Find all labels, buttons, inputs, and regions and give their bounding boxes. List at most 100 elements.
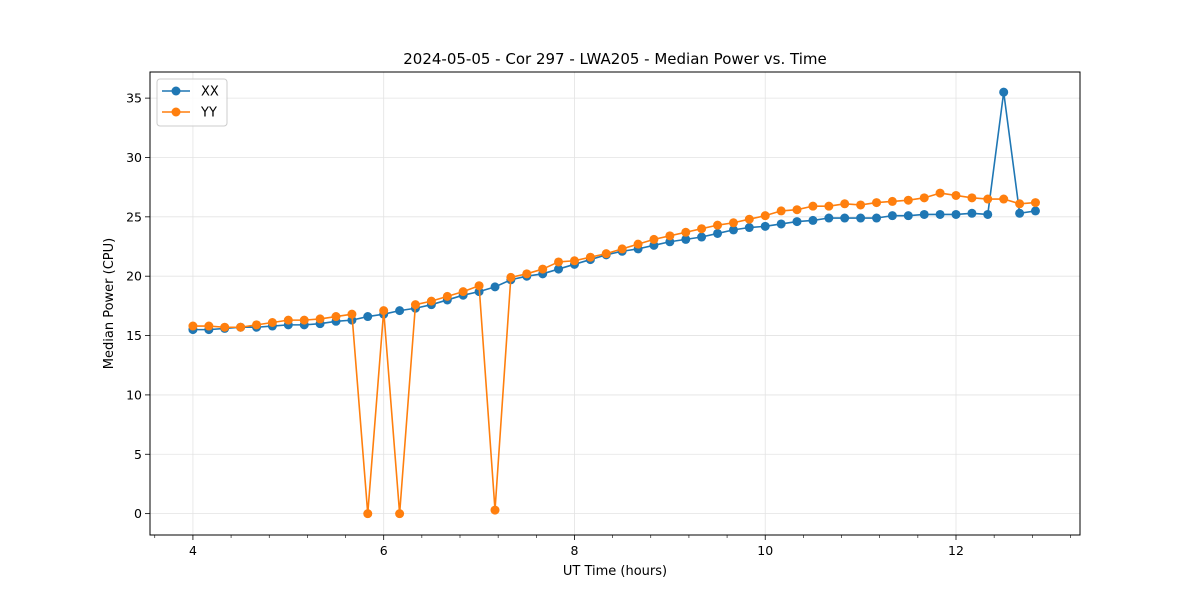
- data-point-yy: [315, 314, 325, 324]
- data-point-yy: [697, 224, 707, 234]
- y-axis-label: Median Power (CPU): [102, 238, 117, 369]
- data-point-yy: [506, 272, 516, 282]
- data-point-yy: [1015, 199, 1025, 209]
- data-point-xx: [760, 221, 770, 231]
- data-point-yy: [824, 201, 834, 211]
- legend-marker-xx: [171, 86, 181, 96]
- data-point-yy: [744, 214, 754, 224]
- data-point-yy: [776, 206, 786, 216]
- data-point-yy: [872, 198, 882, 208]
- data-point-yy: [856, 200, 866, 210]
- data-point-yy: [252, 320, 262, 330]
- data-point-yy: [617, 244, 627, 254]
- data-point-xx: [1015, 208, 1025, 218]
- legend-label-xx: XX: [201, 85, 219, 100]
- data-point-yy: [681, 227, 691, 237]
- data-point-xx: [856, 213, 866, 223]
- data-point-xx: [808, 215, 818, 225]
- plot-frame: [149, 71, 1081, 536]
- data-point-xx: [967, 208, 977, 218]
- data-point-yy: [840, 199, 850, 209]
- legend: XX YY: [156, 78, 228, 127]
- data-point-yy: [585, 252, 595, 262]
- legend-label-yy: YY: [200, 106, 217, 121]
- y-tick-label: 30: [126, 150, 142, 165]
- data-point-yy: [633, 239, 643, 249]
- x-tick-label: 10: [757, 543, 773, 558]
- axis-ticks: 4 6 8 10 12 0 5 10 15 20 25 30 35: [126, 91, 1071, 558]
- data-point-yy: [188, 321, 198, 331]
- data-point-yy: [283, 315, 293, 325]
- data-point-yy: [538, 264, 548, 274]
- data-point-yy: [442, 291, 452, 301]
- data-point-yy: [410, 300, 420, 310]
- data-point-xx: [792, 217, 802, 227]
- data-point-yy: [649, 234, 659, 244]
- data-point-yy: [983, 194, 993, 204]
- y-tick-label: 20: [126, 269, 142, 284]
- x-tick-label: 8: [570, 543, 578, 558]
- data-point-yy: [458, 287, 468, 297]
- data-point-xx: [713, 228, 723, 238]
- data-point-xx: [935, 209, 945, 219]
- data-point-yy: [490, 505, 500, 515]
- data-point-yy: [220, 322, 230, 332]
- data-point-yy: [395, 509, 405, 519]
- data-point-xx: [999, 87, 1009, 97]
- data-point-yy: [426, 296, 436, 306]
- data-point-yy: [569, 256, 579, 266]
- data-point-yy: [728, 218, 738, 228]
- data-point-xx: [744, 223, 754, 233]
- data-point-xx: [840, 213, 850, 223]
- data-point-yy: [792, 205, 802, 215]
- data-point-yy: [1030, 198, 1040, 208]
- data-point-yy: [713, 220, 723, 230]
- data-point-yy: [951, 190, 961, 200]
- data-point-xx: [554, 264, 564, 274]
- data-point-yy: [363, 509, 373, 519]
- data-point-yy: [935, 188, 945, 198]
- data-point-yy: [522, 269, 532, 279]
- data-point-yy: [379, 306, 389, 316]
- series-yy: [188, 188, 1040, 519]
- chart-title: 2024-05-05 - Cor 297 - LWA205 - Median P…: [403, 50, 827, 68]
- data-point-xx: [983, 209, 993, 219]
- y-tick-label: 15: [126, 328, 142, 343]
- data-point-yy: [347, 309, 357, 319]
- data-point-yy: [919, 193, 929, 203]
- data-point-xx: [363, 312, 373, 322]
- y-tick-label: 0: [134, 506, 142, 521]
- data-point-yy: [665, 231, 675, 241]
- legend-marker-yy: [171, 107, 181, 117]
- data-point-xx: [681, 234, 691, 244]
- y-tick-label: 5: [134, 447, 142, 462]
- x-axis-label: UT Time (hours): [563, 564, 667, 579]
- data-point-xx: [1030, 206, 1040, 216]
- data-point-xx: [824, 213, 834, 223]
- x-tick-label: 12: [948, 543, 964, 558]
- y-tick-label: 10: [126, 387, 142, 402]
- series-layer: [188, 87, 1040, 519]
- data-point-xx: [872, 213, 882, 223]
- data-point-yy: [903, 195, 913, 205]
- data-point-xx: [697, 232, 707, 242]
- data-point-yy: [554, 257, 564, 267]
- data-point-yy: [601, 249, 611, 259]
- data-point-xx: [728, 225, 738, 235]
- y-tick-label: 35: [126, 91, 142, 106]
- data-point-xx: [887, 211, 897, 221]
- x-tick-label: 4: [189, 543, 197, 558]
- data-point-xx: [490, 282, 500, 292]
- data-point-xx: [919, 209, 929, 219]
- data-point-yy: [204, 321, 214, 331]
- data-point-yy: [808, 201, 818, 211]
- data-point-yy: [331, 312, 341, 322]
- data-point-yy: [236, 322, 246, 332]
- x-tick-label: 6: [380, 543, 388, 558]
- data-point-yy: [267, 317, 277, 327]
- data-point-xx: [951, 209, 961, 219]
- data-point-yy: [760, 211, 770, 221]
- data-point-yy: [967, 193, 977, 203]
- data-point-xx: [903, 211, 913, 221]
